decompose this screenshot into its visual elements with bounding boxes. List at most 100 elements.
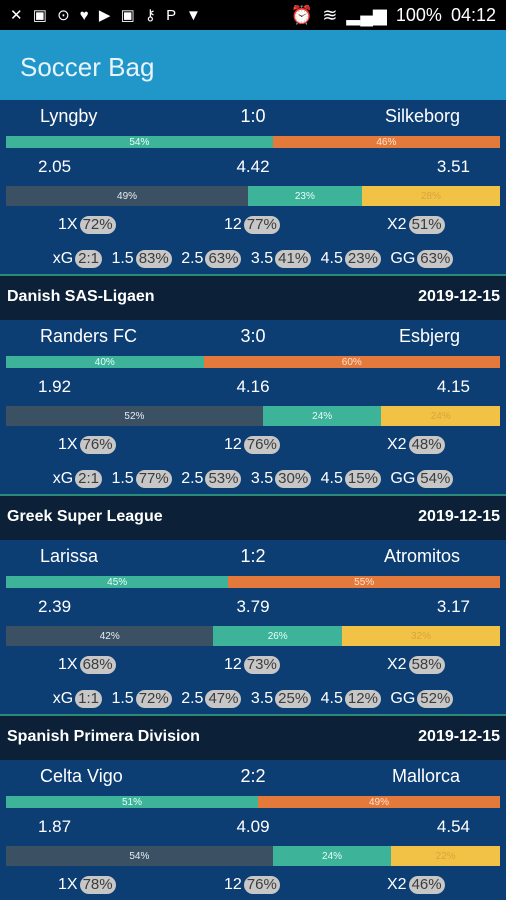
league-header[interactable]: Danish SAS-Ligaen 2019-12-15 [0, 274, 506, 320]
odds-home: 1.92 [38, 377, 72, 396]
score: 3:0 [240, 326, 266, 346]
outcome-away: 28% [361, 186, 500, 206]
odds-draw: 4.16 [236, 377, 270, 396]
outcome-draw: 24% [272, 846, 392, 866]
prob-x2: X2 58% [387, 656, 445, 674]
odds-draw: 3.79 [236, 597, 270, 616]
outcome-away: 22% [391, 846, 500, 866]
league-header[interactable]: Greek Super League 2019-12-15 [0, 494, 506, 540]
outcome-away: 24% [381, 406, 500, 426]
match-card[interactable]: Larissa 1:2 Atromitos 45% 55% 2.39 3.79 … [0, 540, 506, 714]
prob-label: 12 [224, 436, 242, 453]
over-3-5-pill: 41% [275, 250, 312, 268]
away-team: Atromitos [383, 546, 460, 566]
odds-home: 1.87 [38, 817, 72, 836]
alarm-icon: ⏰ [290, 5, 314, 25]
over-2-5-label: 2.5 [181, 470, 204, 487]
xg-pill: 1:1 [75, 690, 102, 708]
home-team: Celta Vigo [40, 766, 123, 786]
prob-pill: 78% [79, 876, 116, 894]
gg-label: GG [390, 690, 416, 707]
over-1-5-label: 1.5 [111, 470, 134, 487]
away-share: 46% [272, 136, 500, 148]
prob-label: 1X [58, 436, 78, 453]
over-2-5-pill: 53% [205, 470, 242, 488]
away-share: 49% [257, 796, 500, 808]
notification-icons: ✕ ▣ ⊙ ♥ ▶ ▣ ⚷ P ▼ [10, 7, 204, 24]
xg-label: xG [52, 250, 74, 267]
league-name: Greek Super League [7, 508, 163, 525]
over-3-5-pill: 30% [275, 470, 312, 488]
match-card[interactable]: Celta Vigo 2:2 Mallorca 51% 49% 1.87 4.0… [0, 760, 506, 900]
outcome-bar: 42% 26% 32% [6, 626, 500, 646]
prob-pill: 51% [408, 216, 445, 234]
over-3-5-pill: 25% [275, 690, 312, 708]
outcome-draw: 23% [248, 186, 362, 206]
odds-draw: 4.09 [236, 817, 270, 836]
league-name: Spanish Primera Division [7, 728, 200, 745]
prob-12: 12 76% [224, 436, 280, 454]
prob-pill: 48% [408, 436, 445, 454]
score: 2:2 [240, 766, 266, 786]
over-1-5-pill: 72% [135, 690, 172, 708]
win-share-bar: 45% 55% [6, 576, 500, 588]
over-3-5-label: 3.5 [250, 250, 274, 267]
over-2-5-label: 2.5 [181, 690, 204, 707]
match-card[interactable]: Lyngby 1:0 Silkeborg 54% 46% 2.05 4.42 3… [0, 100, 506, 274]
outcome-away: 32% [341, 626, 500, 646]
prob-pill: 73% [243, 656, 280, 674]
goals-row: xG 2:1 1.5 83% 2.5 63% 3.5 41% 4.5 23% GG 63% [0, 250, 506, 268]
over-1-5-pill: 77% [135, 470, 172, 488]
over-4-5-label: 4.5 [320, 470, 343, 487]
prob-12: 12 76% [224, 876, 280, 894]
over-2-5-label: 2.5 [181, 250, 204, 267]
away-share: 55% [228, 576, 500, 588]
odds-away: 3.51 [436, 157, 470, 176]
prob-label: 1X [58, 656, 78, 673]
over-1-5-label: 1.5 [111, 690, 134, 707]
xg-label: xG [52, 470, 74, 487]
home-share: 54% [6, 136, 273, 148]
outcome-bar: 52% 24% 24% [6, 406, 500, 426]
outcome-home: 42% [6, 626, 214, 646]
prob-label: X2 [387, 876, 407, 893]
prob-pill: 46% [408, 876, 445, 894]
signal-icon: ▂▄▆ [346, 5, 387, 25]
app-bar: Soccer Bag [0, 30, 506, 100]
prob-x2: X2 51% [387, 216, 445, 234]
outcome-home: 54% [6, 846, 273, 866]
over-4-5-label: 4.5 [320, 250, 343, 267]
outcome-bar: 54% 24% 22% [6, 846, 500, 866]
wifi-icon: ≋ [322, 5, 338, 25]
gg-label: GG [390, 250, 416, 267]
home-team: Lyngby [40, 106, 98, 126]
odds-away: 4.15 [436, 377, 470, 396]
prob-1x: 1X 72% [58, 216, 116, 234]
goals-row: xG 1:1 1.5 72% 2.5 47% 3.5 25% 4.5 12% GG 52% [0, 690, 506, 708]
home-share: 40% [6, 356, 204, 368]
match-card[interactable]: Randers FC 3:0 Esbjerg 40% 60% 1.92 4.16… [0, 320, 506, 494]
over-1-5-label: 1.5 [111, 250, 134, 267]
league-header[interactable]: Spanish Primera Division 2019-12-15 [0, 714, 506, 760]
gg-pill: 54% [417, 470, 454, 488]
home-share: 51% [6, 796, 258, 808]
over-3-5-label: 3.5 [250, 690, 274, 707]
home-team: Larissa [40, 546, 99, 566]
odds-away: 3.17 [436, 597, 470, 616]
match-list[interactable]: Lyngby 1:0 Silkeborg 54% 46% 2.05 4.42 3… [0, 100, 506, 900]
xg-pill: 2:1 [75, 250, 102, 268]
prob-x2: X2 46% [387, 876, 445, 894]
outcome-home: 52% [6, 406, 263, 426]
prob-pill: 58% [408, 656, 445, 674]
home-share: 45% [6, 576, 229, 588]
prob-pill: 72% [79, 216, 116, 234]
prob-12: 12 77% [224, 216, 280, 234]
win-share-bar: 51% 49% [6, 796, 500, 808]
score: 1:0 [240, 106, 266, 126]
over-4-5-pill: 23% [344, 250, 381, 268]
outcome-draw: 26% [213, 626, 342, 646]
app-title: Soccer Bag [20, 52, 155, 82]
over-3-5-label: 3.5 [250, 470, 274, 487]
prob-label: 12 [224, 656, 242, 673]
win-share-bar: 40% 60% [6, 356, 500, 368]
